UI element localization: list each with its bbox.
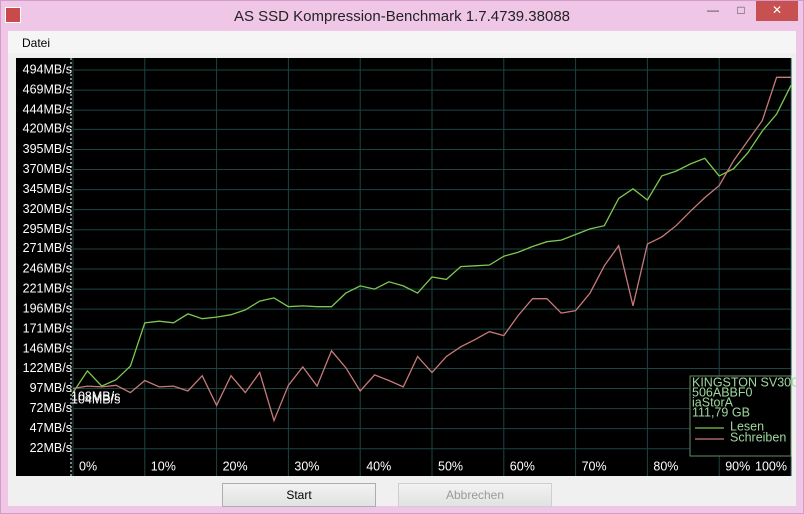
legend-info: 506ABBF0 — [692, 385, 753, 399]
close-button[interactable]: ✕ — [756, 1, 798, 21]
y-tick-label: 221MB/s — [23, 281, 72, 295]
app-icon — [5, 7, 21, 23]
title-bar: AS SSD Kompression-Benchmark 1.7.4739.38… — [1, 1, 803, 31]
annotation: 108MB/s — [71, 389, 120, 403]
y-tick-label: 295MB/s — [23, 222, 72, 236]
legend-label: Schreiben — [730, 430, 786, 444]
x-tick-label: 60% — [510, 459, 535, 473]
x-tick-label: 0% — [79, 459, 97, 473]
plot-background — [16, 58, 791, 476]
x-tick-label: 90% — [725, 459, 750, 473]
menu-item[interactable]: Datei — [22, 36, 51, 50]
annotation: 104MB/s — [71, 392, 120, 406]
x-tick-label: 70% — [582, 459, 607, 473]
x-tick-label: 40% — [366, 459, 391, 473]
legend-label: Lesen — [730, 419, 764, 433]
legend-box — [689, 375, 792, 457]
y-tick-label: 345MB/s — [23, 182, 72, 196]
menu-bar: Datei — [8, 31, 796, 53]
chart: 494MB/s 469MB/s 444MB/s 420MB/s 395MB/s 370MB… — [16, 58, 796, 476]
y-tick-label: 122MB/s — [23, 361, 72, 375]
legend-info: KINGSTON SV300S — [692, 375, 796, 389]
series-line — [72, 85, 792, 393]
cancel-button: Abbrechen — [398, 483, 552, 507]
minimize-button[interactable]: — — [707, 3, 719, 17]
y-tick-label: 469MB/s — [23, 82, 72, 96]
x-tick-label: 20% — [223, 459, 248, 473]
y-tick-label: 22MB/s — [30, 441, 72, 455]
y-tick-label: 395MB/s — [23, 142, 72, 156]
y-tick-label: 246MB/s — [23, 261, 72, 275]
y-tick-label: 444MB/s — [23, 102, 72, 116]
y-tick-label: 171MB/s — [23, 321, 72, 335]
y-tick-label: 420MB/s — [23, 122, 72, 136]
x-tick-label: 10% — [151, 459, 176, 473]
y-tick-label: 494MB/s — [23, 62, 72, 76]
maximize-button[interactable]: □ — [737, 3, 745, 17]
start-button[interactable]: Start — [222, 483, 376, 507]
legend-info: iaStorA — [692, 395, 734, 409]
series-line — [72, 76, 791, 423]
legend-info: 111,79 GB — [692, 405, 750, 419]
x-tick-label: 50% — [438, 459, 463, 473]
window-title: AS SSD Kompression-Benchmark 1.7.4739.38… — [233, 8, 571, 25]
x-tick-label: 100% — [755, 459, 787, 473]
x-tick-label: 30% — [294, 459, 319, 473]
y-tick-label: 370MB/s — [23, 162, 72, 176]
y-tick-label: 320MB/s — [23, 202, 72, 216]
y-tick-label: 97MB/s — [30, 381, 72, 395]
y-tick-label: 146MB/s — [23, 342, 72, 356]
x-tick-label: 80% — [653, 459, 678, 473]
y-tick-label: 196MB/s — [23, 301, 72, 315]
y-tick-label: 72MB/s — [30, 401, 72, 415]
client-area: Datei 494MB/s 469MB/s 444MB/s 420MB/s 395MB/… — [8, 31, 796, 507]
y-tick-label: 271MB/s — [23, 241, 72, 255]
y-tick-label: 47MB/s — [30, 421, 72, 435]
